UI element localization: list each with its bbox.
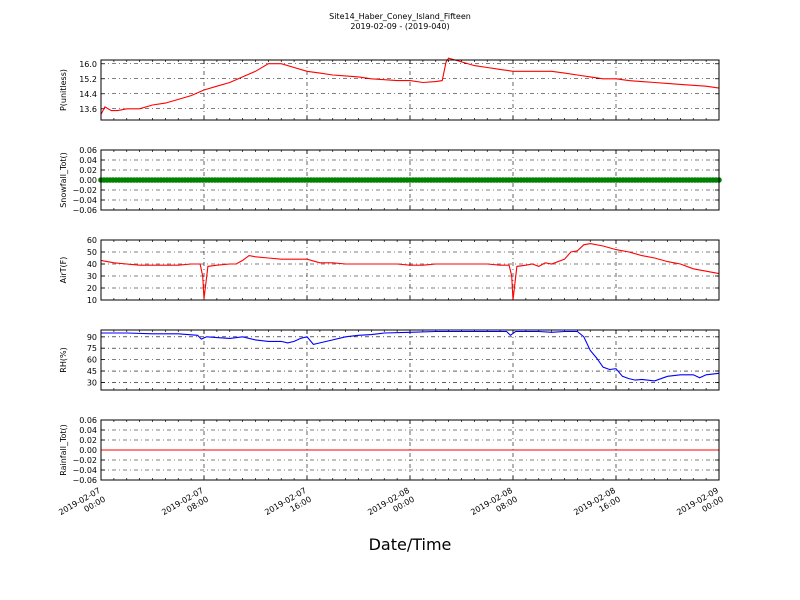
y-tick-label: 40 (87, 260, 97, 269)
y-tick-label: 14.4 (79, 90, 97, 99)
y-tick-label: −0.02 (72, 186, 97, 195)
y-axis-label-snowfall: Snowfall_Tot() (59, 152, 68, 208)
y-tick-label: 0.02 (79, 436, 97, 445)
y-tick-label: 10 (87, 296, 97, 305)
axes-frame (100, 239, 720, 301)
chart-subtitle: 2019-02-09 - (2019-040) (350, 22, 449, 31)
panel-p: 16.0 15.2 14.4 13.6 P(unitless) (59, 57, 720, 121)
y-tick-label: 0.00 (79, 176, 97, 185)
x-tick-label: 2019-02-0900:00 (675, 486, 725, 526)
y-tick-label: 0.06 (79, 146, 97, 155)
y-tick-label: 15.2 (79, 75, 97, 84)
axes-frame (100, 59, 720, 121)
y-tick-label: 75 (87, 344, 97, 353)
y-tick-label: 20 (87, 284, 97, 293)
panel-airt: 60 50 40 30 20 10 AirT(F) (59, 236, 720, 305)
series-markers-snowfall (98, 177, 722, 183)
y-axis-label-rainfall: Rainfall_Tot() (59, 424, 68, 476)
y-tick-label: −0.06 (72, 476, 97, 485)
series-line-airt (100, 243, 720, 301)
x-tick-labels: 2019-02-0700:00 2019-02-0708:00 2019-02-07… (57, 486, 725, 526)
y-tick-label: 0.04 (79, 426, 97, 435)
panel-rh: 90 75 60 45 30 RH(%) (59, 329, 720, 391)
y-tick-label: 0.00 (79, 446, 97, 455)
x-axis-label: Date/Time (369, 535, 452, 554)
y-axis-label-airt: AirT(F) (59, 257, 68, 284)
series-line-rh (101, 330, 720, 382)
y-tick-label: 0.02 (79, 166, 97, 175)
x-tick-label: 2019-02-0800:00 (366, 486, 416, 526)
y-tick-label: 30 (87, 272, 97, 281)
panel-rainfall: 0.060.040.020.00−0.02−0.04−0.06 Rainfall_… (59, 416, 720, 485)
y-tick-label: 90 (87, 333, 97, 342)
x-tick-label: 2019-02-0808:00 (469, 486, 519, 526)
x-tick-label: 2019-02-0700:00 (57, 486, 107, 526)
y-axis-label-p: P(unitless) (59, 69, 68, 111)
x-tick-label: 2019-02-0816:00 (572, 486, 622, 526)
y-tick-label: 45 (87, 367, 97, 376)
y-tick-label: −0.06 (72, 206, 97, 215)
y-tick-label: 50 (87, 248, 97, 257)
y-tick-label: −0.04 (72, 466, 97, 475)
y-tick-label: 30 (87, 378, 97, 387)
y-axis-label-rh: RH(%) (59, 347, 68, 372)
y-tick-label: −0.04 (72, 196, 97, 205)
chart-title: Site14_Haber_Coney_Island_Fifteen (329, 12, 471, 21)
axes-frame (100, 419, 720, 481)
subplots: 16.015.214.413.6P(unitless)0.060.040.020… (59, 57, 722, 485)
y-tick-label: 60 (87, 236, 97, 245)
y-tick-label: 60 (87, 356, 97, 365)
axes-frame (100, 149, 720, 211)
series-line-p (100, 57, 720, 115)
y-tick-label: −0.02 (72, 456, 97, 465)
y-tick-label: 0.06 (79, 416, 97, 425)
axes-frame (100, 329, 720, 391)
y-tick-label: 16.0 (79, 60, 97, 69)
y-tick-label: 0.04 (79, 156, 97, 165)
x-tick-label: 2019-02-0708:00 (160, 486, 210, 526)
y-tick-label: 13.6 (79, 105, 97, 114)
panel-snowfall: 0.060.040.020.00−0.02−0.04−0.06 Snowfall_… (59, 146, 722, 215)
x-tick-label: 2019-02-0716:00 (263, 486, 313, 526)
